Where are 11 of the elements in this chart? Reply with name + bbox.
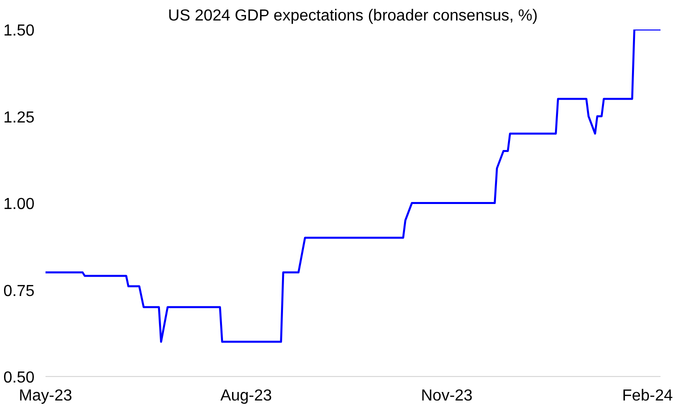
- chart-title: US 2024 GDP expectations (broader consensus, %): [168, 8, 538, 24]
- x-tick-label: Aug-23: [220, 388, 272, 404]
- y-tick-label: 0.50: [3, 370, 35, 386]
- y-tick-label: 1.50: [3, 22, 35, 40]
- y-tick-label: 1.25: [3, 109, 35, 126]
- x-tick-label: Feb-24: [622, 388, 673, 404]
- x-tick-label: May-23: [18, 388, 72, 404]
- y-tick-label: 1.00: [3, 196, 35, 213]
- y-tick-label: 0.75: [3, 282, 35, 300]
- line-series: [46, 30, 660, 343]
- x-tick-label: Nov-23: [420, 388, 473, 404]
